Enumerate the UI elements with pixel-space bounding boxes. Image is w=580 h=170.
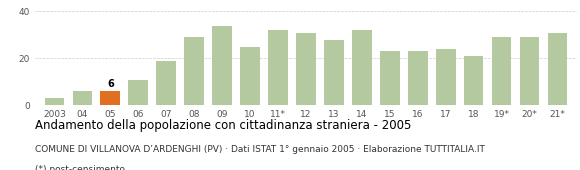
Bar xyxy=(240,47,260,105)
Bar xyxy=(72,91,92,105)
Bar xyxy=(352,30,372,105)
Bar xyxy=(157,61,176,105)
Text: Andamento della popolazione con cittadinanza straniera - 2005: Andamento della popolazione con cittadin… xyxy=(35,119,411,132)
Text: 6: 6 xyxy=(107,79,114,89)
Bar xyxy=(380,51,400,105)
Bar xyxy=(464,56,484,105)
Bar xyxy=(268,30,288,105)
Bar xyxy=(45,98,64,105)
Text: COMUNE DI VILLANOVA D’ARDENGHI (PV) · Dati ISTAT 1° gennaio 2005 · Elaborazione : COMUNE DI VILLANOVA D’ARDENGHI (PV) · Da… xyxy=(35,144,485,154)
Bar xyxy=(128,80,148,105)
Bar xyxy=(492,37,512,105)
Bar xyxy=(324,40,344,105)
Bar xyxy=(520,37,539,105)
Bar xyxy=(408,51,427,105)
Bar xyxy=(548,33,567,105)
Bar xyxy=(212,26,232,105)
Bar xyxy=(436,49,455,105)
Text: (*) post-censimento: (*) post-censimento xyxy=(35,165,125,170)
Bar xyxy=(184,37,204,105)
Bar xyxy=(296,33,316,105)
Bar xyxy=(100,91,120,105)
